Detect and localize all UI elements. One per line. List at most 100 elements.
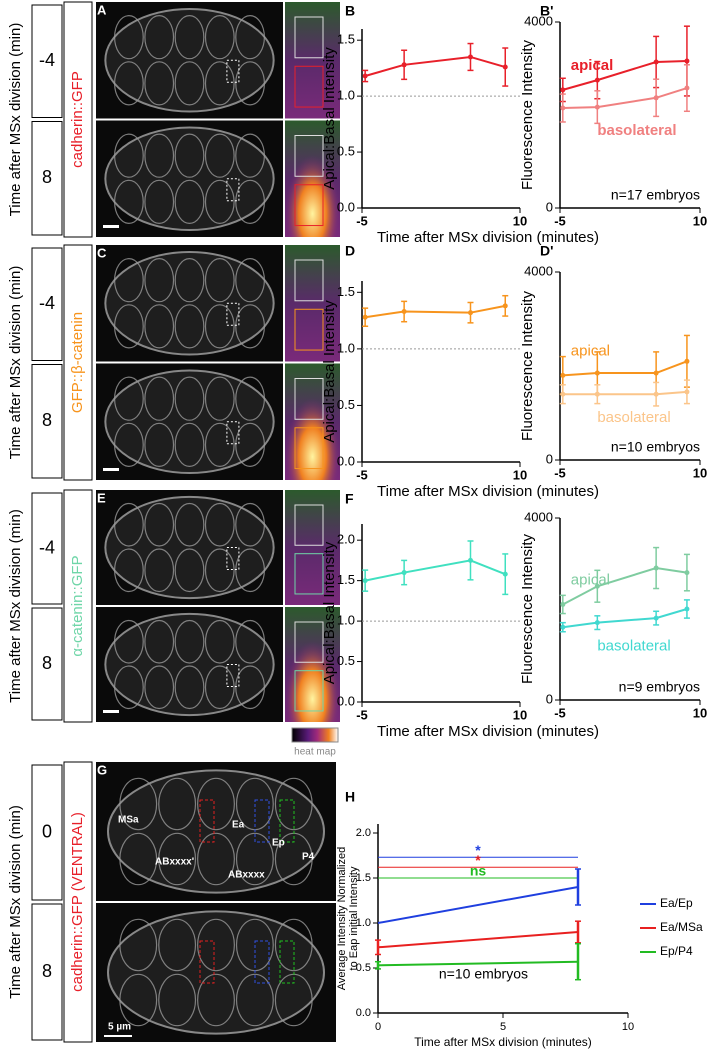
y-tick-label: 1.5 bbox=[337, 572, 355, 587]
cell-label: Ea bbox=[232, 820, 245, 831]
cell-label: ABxxxx' bbox=[155, 857, 194, 868]
cell bbox=[197, 832, 235, 886]
cell bbox=[114, 15, 144, 60]
cell bbox=[158, 777, 197, 831]
y-tick-label: 1.0 bbox=[337, 88, 355, 103]
point bbox=[502, 64, 508, 70]
embryo bbox=[107, 910, 325, 1035]
legend-label: Ep/P4 bbox=[660, 944, 693, 958]
roi bbox=[226, 547, 240, 570]
panel-letter: H bbox=[345, 789, 355, 805]
time-box bbox=[31, 121, 63, 236]
x-tick-label: 10 bbox=[513, 213, 527, 228]
y-tick-label: 2.0 bbox=[337, 532, 355, 547]
cell bbox=[204, 258, 235, 303]
y-tick-label: 4000 bbox=[524, 13, 553, 28]
cell bbox=[174, 179, 205, 224]
sample-note: n=10 embryos bbox=[611, 439, 700, 455]
point bbox=[684, 85, 690, 91]
cell bbox=[274, 777, 313, 831]
time-axis-label: Time after MSx division (min) bbox=[7, 266, 24, 460]
x-tick-label: -5 bbox=[554, 465, 566, 480]
cell bbox=[235, 548, 265, 593]
point bbox=[362, 73, 368, 79]
point bbox=[362, 314, 368, 320]
point bbox=[684, 358, 690, 364]
time-value: -4 bbox=[39, 50, 55, 70]
cell bbox=[235, 422, 265, 467]
inset-box bbox=[294, 504, 324, 546]
time-value: -4 bbox=[39, 537, 55, 557]
series-line bbox=[562, 87, 688, 110]
embryo bbox=[107, 769, 325, 894]
cell bbox=[144, 502, 175, 547]
embryo bbox=[104, 369, 275, 475]
inset-box bbox=[294, 184, 324, 227]
cell bbox=[114, 502, 144, 547]
roi bbox=[226, 302, 240, 326]
marker-label: α-catenin::GFP bbox=[69, 555, 86, 656]
cell bbox=[204, 502, 235, 547]
cell bbox=[114, 548, 144, 593]
embryo bbox=[104, 7, 275, 113]
cell bbox=[144, 258, 175, 303]
y-tick-label: 0 bbox=[546, 199, 553, 214]
cell bbox=[114, 619, 144, 664]
y-tick-label: 0.5 bbox=[356, 962, 371, 974]
y-tick-label: 4000 bbox=[524, 263, 553, 278]
heat-inset bbox=[285, 2, 340, 119]
cell bbox=[119, 832, 158, 886]
panel-letter: F bbox=[345, 491, 354, 507]
point bbox=[560, 87, 566, 93]
point bbox=[362, 578, 368, 584]
y-tick-label: 0 bbox=[546, 451, 553, 466]
series-line bbox=[562, 60, 687, 91]
y-tick-label: 0.0 bbox=[337, 453, 355, 468]
sample-note: n=9 embryos bbox=[619, 679, 700, 695]
point bbox=[467, 310, 473, 316]
series-line bbox=[562, 608, 688, 629]
series-label: basolateral bbox=[597, 638, 670, 655]
panel-letter: B bbox=[345, 3, 355, 19]
roi bbox=[226, 664, 240, 687]
marker-label: cadherin::GFP (VENTRAL) bbox=[69, 812, 86, 992]
panel-letter: C bbox=[97, 245, 107, 260]
cell-label: MSa bbox=[118, 815, 139, 826]
y-tick-label: 0.5 bbox=[337, 653, 355, 668]
point bbox=[502, 571, 508, 577]
cell bbox=[204, 548, 235, 593]
series-line bbox=[562, 567, 688, 606]
roi bbox=[254, 799, 270, 843]
point bbox=[594, 370, 600, 376]
cell bbox=[114, 376, 144, 421]
panel-letter: G bbox=[97, 762, 107, 777]
point bbox=[653, 59, 659, 65]
cell bbox=[144, 133, 175, 178]
cell bbox=[174, 548, 205, 593]
x-axis-label: Time after MSx division (minutes) bbox=[414, 1035, 592, 1049]
inset-box bbox=[294, 308, 324, 351]
cell bbox=[114, 258, 144, 303]
cell bbox=[114, 422, 144, 467]
cell bbox=[174, 61, 205, 106]
cell bbox=[235, 665, 265, 710]
scale-bar bbox=[104, 1035, 132, 1037]
marker-box bbox=[63, 244, 93, 481]
time-box bbox=[31, 764, 63, 901]
cell bbox=[204, 133, 235, 178]
scale-bar bbox=[103, 468, 119, 471]
point bbox=[594, 620, 600, 626]
series-label: apical bbox=[571, 571, 610, 588]
scale-bar bbox=[103, 710, 119, 713]
inset-box bbox=[294, 65, 324, 108]
cell bbox=[235, 179, 265, 224]
time-value: -4 bbox=[39, 293, 55, 313]
time-box bbox=[31, 364, 63, 479]
significance-label: ns bbox=[470, 863, 487, 879]
point bbox=[560, 391, 566, 397]
roi bbox=[199, 940, 215, 984]
roi bbox=[226, 421, 240, 445]
y-axis-label: Fluorescence Intensity bbox=[519, 39, 536, 190]
roi bbox=[226, 178, 240, 202]
x-tick-label: 5 bbox=[500, 1021, 506, 1033]
